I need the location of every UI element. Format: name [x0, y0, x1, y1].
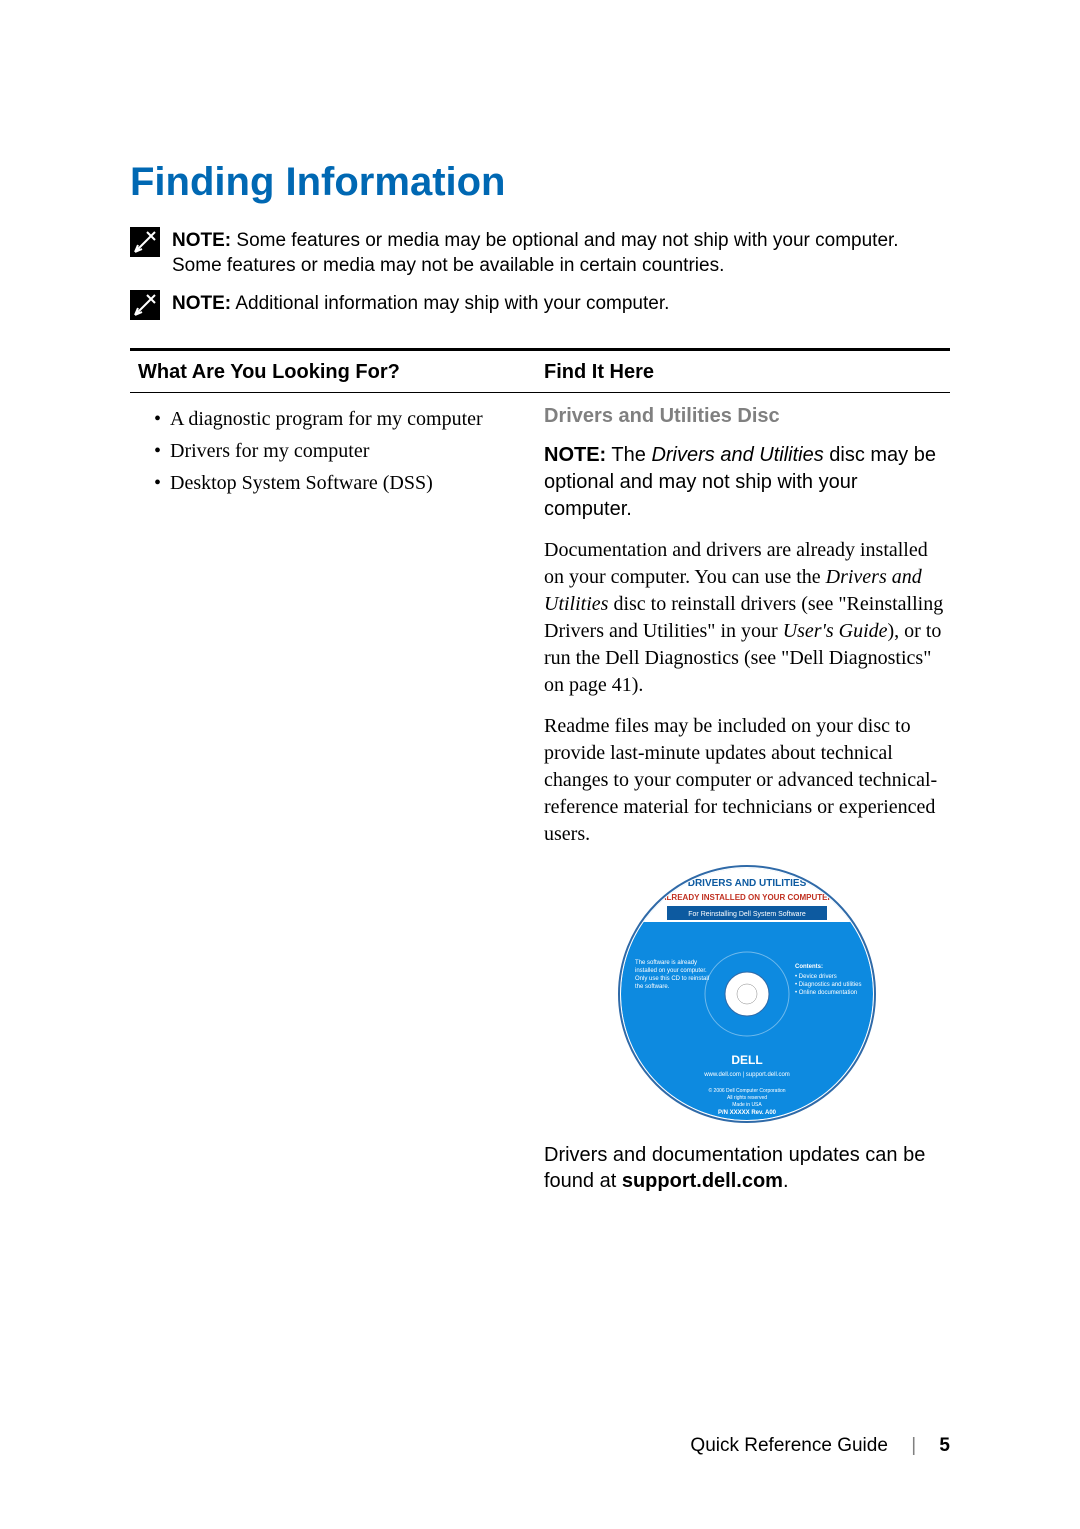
note-text: NOTE: Some features or media may be opti… — [172, 229, 950, 278]
note-2: NOTE: Additional information may ship wi… — [130, 292, 950, 320]
svg-text:Made in USA: Made in USA — [732, 1102, 762, 1108]
update-link-text: Drivers and documentation updates can be… — [544, 1142, 950, 1194]
list-item: Drivers for my computer — [154, 435, 540, 467]
note-icon — [130, 290, 160, 320]
page-number: 5 — [939, 1435, 950, 1456]
find-here-title: Drivers and Utilities Disc — [544, 403, 950, 430]
note-icon — [130, 227, 160, 257]
looking-for-list: A diagnostic program for my computer Dri… — [138, 403, 540, 499]
paragraph: Readme files may be included on your dis… — [544, 713, 950, 848]
disc-line: For Reinstalling Dell System Software — [688, 911, 806, 918]
list-item: A diagnostic program for my computer — [154, 403, 540, 435]
disc-brand: DELL — [731, 1053, 762, 1067]
note-text: NOTE: Additional information may ship wi… — [172, 292, 669, 317]
footer-separator: | — [911, 1435, 916, 1456]
page-footer: Quick Reference Guide | 5 — [690, 1435, 950, 1457]
header-right: Find It Here — [540, 361, 950, 384]
disc-url: www.dell.com | support.dell.com — [703, 1072, 790, 1078]
table-header: What Are You Looking For? Find It Here — [130, 348, 950, 393]
page-title: Finding Information — [130, 160, 950, 205]
disc-image: DRIVERS AND UTILITIES ALREADY INSTALLED … — [544, 864, 950, 1132]
note-1: NOTE: Some features or media may be opti… — [130, 229, 950, 278]
disc-right-head: Contents: — [795, 964, 823, 970]
paragraph: Documentation and drivers are already in… — [544, 537, 950, 699]
svg-text:© 2006 Dell Computer Corporati: © 2006 Dell Computer Corporation — [708, 1087, 785, 1094]
find-here-note: NOTE: The Drivers and Utilities disc may… — [544, 442, 950, 523]
svg-text:All rights reserved: All rights reserved — [727, 1095, 767, 1101]
footer-label: Quick Reference Guide — [690, 1435, 888, 1456]
svg-text:P/N XXXXX Rev. A00: P/N XXXXX Rev. A00 — [718, 1110, 777, 1116]
info-table: What Are You Looking For? Find It Here A… — [130, 348, 950, 1194]
list-item: Desktop System Software (DSS) — [154, 467, 540, 499]
disc-title: DRIVERS AND UTILITIES — [688, 878, 807, 889]
disc-subtitle: ALREADY INSTALLED ON YOUR COMPUTER — [661, 893, 834, 902]
header-left: What Are You Looking For? — [130, 361, 540, 384]
